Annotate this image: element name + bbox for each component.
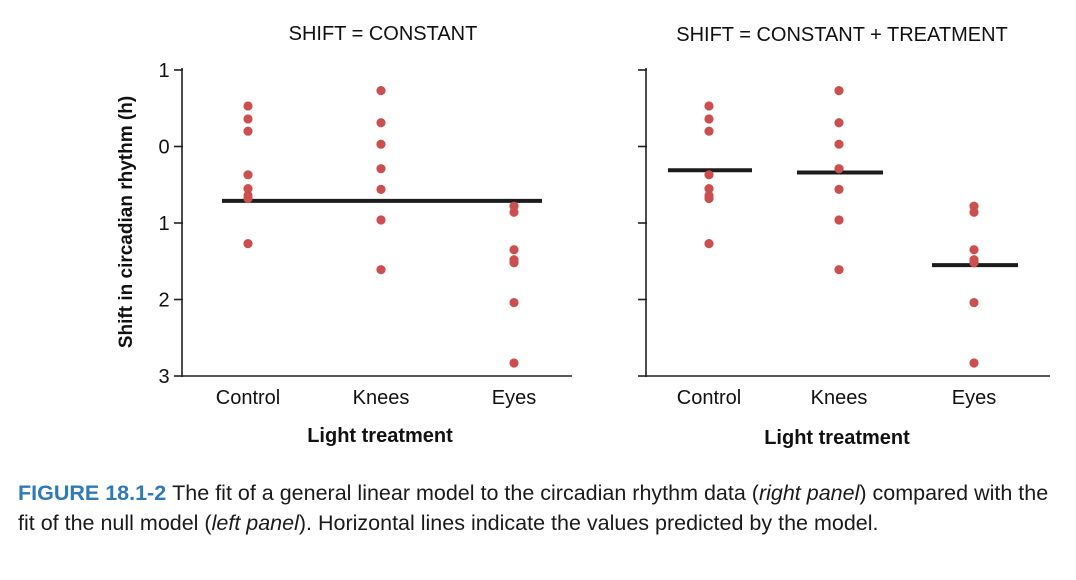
data-point [509, 207, 519, 217]
data-point [704, 101, 714, 111]
data-point [376, 139, 386, 149]
data-point [969, 245, 979, 255]
x-tick-label: Eyes [952, 387, 996, 409]
x-tick-label: Knees [811, 387, 868, 409]
caption-right-panel: right panel [758, 481, 860, 505]
data-point [834, 164, 844, 174]
data-point [243, 101, 253, 111]
data-point [243, 193, 253, 204]
left-panel-title: SHIFT = CONSTANT [289, 23, 478, 45]
data-point [376, 184, 386, 194]
data-point [834, 184, 844, 194]
data-point [376, 118, 386, 128]
data-point [834, 86, 844, 96]
data-point [509, 245, 519, 255]
data-point [509, 297, 519, 308]
x-tick-label: Control [677, 387, 741, 409]
caption-figure-label: FIGURE 18.1-2 [18, 481, 167, 505]
data-point [509, 258, 519, 268]
data-point [376, 215, 386, 225]
data-point [704, 183, 714, 194]
y-tick-label: 3 [158, 366, 169, 388]
caption-text-2: ) compared with the fit of the null mode… [18, 481, 1049, 535]
data-point [704, 170, 714, 180]
data-point [704, 126, 714, 136]
y-tick-label: 1 [158, 60, 169, 82]
left-panel-null-model: SHIFT = CONSTANT Shift in circadian rhyt… [116, 23, 572, 447]
data-point [509, 358, 519, 368]
data-point [969, 207, 979, 217]
y-tick-label: 2 [158, 290, 169, 312]
caption-left-panel: left panel [211, 511, 299, 535]
x-tick-label: Eyes [492, 387, 536, 409]
data-point [376, 164, 386, 174]
caption-text-3: ). Horizontal lines indicate the values … [298, 511, 879, 535]
data-point [834, 139, 844, 149]
data-point [704, 114, 714, 124]
right-panel-title: SHIFT = CONSTANT + TREATMENT [676, 24, 1008, 46]
x-tick-label: Knees [353, 387, 410, 409]
data-point [376, 86, 386, 96]
data-point [704, 239, 714, 249]
data-point [243, 239, 253, 249]
figure-caption: FIGURE 18.1-2 The fit of a general linear… [18, 478, 1063, 538]
data-point [834, 118, 844, 128]
x-tick-label: Control [216, 387, 280, 409]
y-tick-label: 0 [158, 137, 169, 159]
left-x-axis-label: Light treatment [307, 425, 453, 447]
right-x-axis-label: Light treatment [764, 427, 910, 449]
data-point [834, 215, 844, 225]
data-point [969, 358, 979, 368]
caption-text-1: The fit of a general linear model to the… [172, 481, 759, 505]
y-axis-label: Shift in circadian rhythm (h) [116, 96, 137, 348]
y-tick-label: 1 [158, 213, 169, 235]
data-point [834, 265, 844, 275]
data-point [969, 297, 979, 308]
right-panel-linear-model: SHIFT = CONSTANT + TREATMENT Control Knee… [638, 24, 1050, 449]
figure-panels: SHIFT = CONSTANT Shift in circadian rhyt… [116, 23, 1050, 449]
data-point [969, 258, 979, 268]
data-point [704, 193, 714, 204]
data-point [243, 126, 253, 136]
data-point [376, 265, 386, 275]
data-point [243, 114, 253, 124]
data-point [243, 183, 253, 194]
data-point [243, 170, 253, 180]
